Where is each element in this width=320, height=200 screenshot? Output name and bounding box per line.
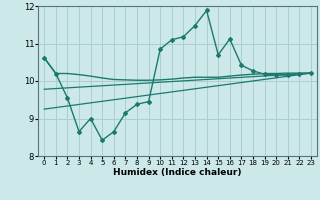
X-axis label: Humidex (Indice chaleur): Humidex (Indice chaleur) [113, 168, 242, 177]
